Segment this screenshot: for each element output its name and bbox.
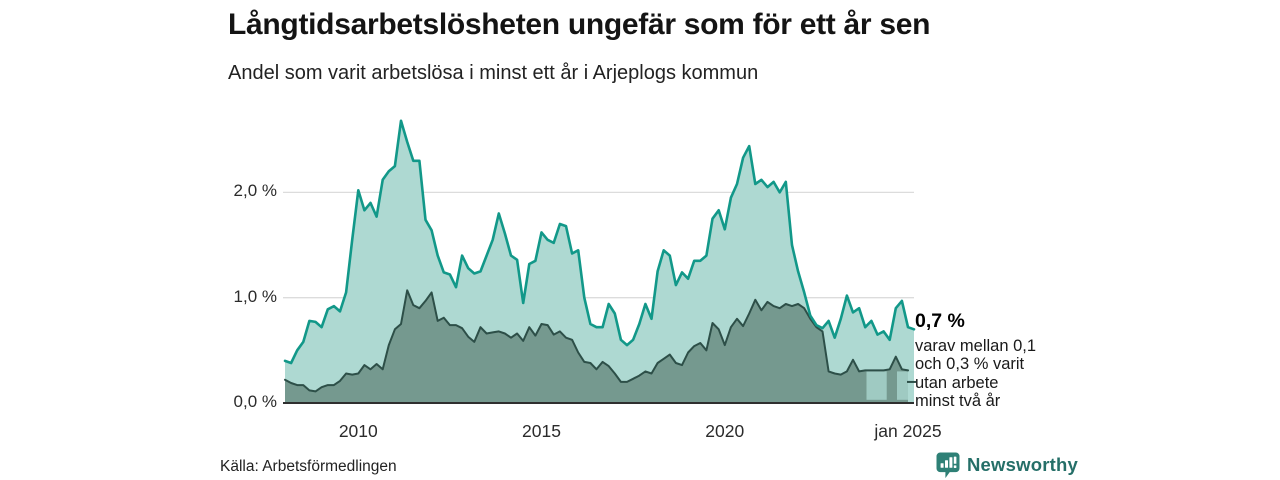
x-tick-label: 2010 xyxy=(338,421,378,441)
newsworthy-wordmark: Newsworthy xyxy=(967,454,1078,475)
x-tick-label: jan 2025 xyxy=(874,421,942,441)
end-value-label: 0,7 % xyxy=(915,310,965,332)
page-title: Långtidsarbetslösheten ungefär som för e… xyxy=(228,8,931,41)
y-tick-label: 2,0 % xyxy=(233,181,277,201)
unemployment-area-chart xyxy=(283,119,916,404)
x-tick-label: 2020 xyxy=(705,421,745,441)
total-line xyxy=(283,119,916,365)
y-tick-label: 0,0 % xyxy=(233,392,277,411)
censored-bands xyxy=(866,371,908,400)
censored-band xyxy=(897,371,908,400)
end-note-line: och 0,3 % varit xyxy=(915,355,1025,374)
two-year-line xyxy=(284,289,909,393)
end-annotation: 0,7 % varav mellan 0,1 och 0,3 % varit uta… xyxy=(915,310,1065,411)
two-year-area xyxy=(285,290,908,403)
end-value-note: varav mellan 0,1 och 0,3 % varit utan arbe… xyxy=(915,337,1065,411)
y-tick-label: 1,0 % xyxy=(233,286,277,306)
source-credit: Källa: Arbetsförmedlingen xyxy=(220,458,397,475)
newsworthy-logo[interactable]: Newsworthy xyxy=(936,451,1078,479)
end-note-line: varav mellan 0,1 xyxy=(915,336,1037,355)
end-note-line: utan arbete xyxy=(915,373,999,392)
censored-band xyxy=(866,371,887,400)
end-note-line: minst två år xyxy=(915,392,1001,411)
x-tick-label: 2015 xyxy=(522,421,561,441)
newsworthy-icon xyxy=(936,452,960,478)
page-subtitle: Andel som varit arbetslösa i minst ett å… xyxy=(228,62,759,84)
